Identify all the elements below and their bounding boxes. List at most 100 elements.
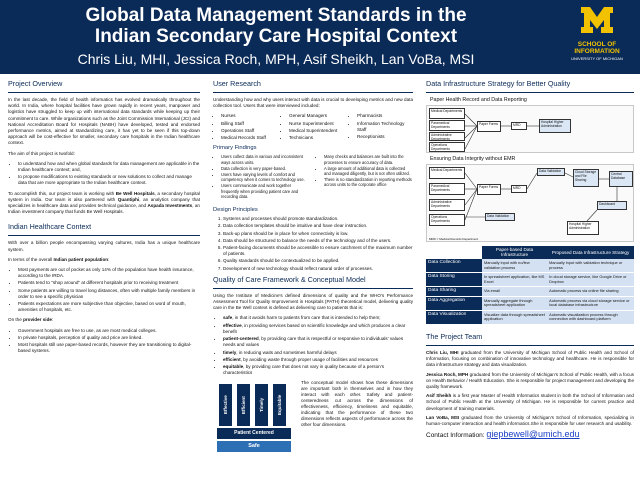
research-heading: User Research: [213, 79, 261, 88]
pillar-efficient: Efficient: [237, 384, 250, 427]
contact-email-link[interactable]: giepbewell@umich.edu: [486, 429, 580, 440]
list-item: Information Technology Staff: [357, 121, 413, 133]
list-item: Data should be structured to balance the…: [223, 238, 413, 244]
quality-heading: Quality of Care Framework & Conceptual M…: [213, 274, 366, 284]
dashboard-box: Dashboard: [597, 201, 627, 211]
patient-centered-bar: Patient Centered: [217, 428, 291, 440]
list-item: Users have varying levels of comfort and…: [221, 172, 310, 182]
team-member: Jessica Roch, MPH graduated from the Uni…: [426, 371, 634, 389]
paper-forms-box: Paper Forms: [477, 184, 501, 196]
paper-record-diagram: Medical Departments Paramedical Departme…: [426, 105, 634, 154]
model-description: The conceptual model shows how these dim…: [301, 380, 413, 428]
medical-departments-box: Medical Departments: [429, 108, 465, 120]
list-item: Operations Staff: [221, 128, 277, 134]
list-item: Many checks and balances are built into …: [324, 154, 413, 164]
logo-university-text: UNIVERSITY OF MICHIGAN: [571, 56, 623, 61]
principles-heading: Design Principles: [213, 207, 258, 214]
contact-label: Contact Information:: [426, 432, 487, 440]
poster-title: Global Data Management Standards in the …: [6, 5, 546, 47]
table-header-row: Paper-based Data Infrastructure Proposed…: [426, 246, 634, 260]
infrastructure-comparison-table: Paper-based Data Infrastructure Proposed…: [426, 246, 634, 325]
contact-info: Contact Information: giepbewell@umich.ed…: [426, 429, 634, 440]
list-item: Patients tend to "shop around" at differ…: [18, 280, 200, 286]
findings-heading: Primary Findings: [213, 145, 257, 152]
paramedical-departments-box: Paramedical Departments: [429, 183, 465, 196]
list-item: Pharmacists: [357, 113, 413, 119]
title-line-1: Global Data Management Standards in the: [85, 5, 467, 26]
list-item: to propose modifications to existing sta…: [18, 174, 200, 186]
table-row: Data Storing In spreadsheet application, …: [426, 272, 634, 288]
list-item: A large amount of additional data is col…: [324, 166, 413, 176]
list-item: In private hospitals, perception of qual…: [18, 335, 200, 341]
list-item: Government hospitals are free to use, as…: [18, 328, 200, 334]
table-header-cell: Paper-based Data Infrastructure: [482, 246, 548, 260]
table-header-cell: Proposed Data Infrastructure Strategy: [547, 246, 634, 260]
poster-header: Global Data Management Standards in the …: [0, 0, 640, 74]
infra-heading: Data Infrastructure Strategy for Better …: [426, 79, 571, 88]
list-item: Users collect data in various and incons…: [221, 154, 310, 164]
central-database-box: Central Database: [609, 171, 633, 188]
team-member: Asif Sheikh is a first year Master of He…: [426, 393, 634, 411]
overview-paragraph: In the last decade, the field of health …: [8, 97, 200, 146]
overview-heading: Project Overview: [8, 79, 63, 88]
list-item: timely, in reducing waits and sometimes …: [223, 350, 413, 356]
diagram2-label: Ensuring Data Integrity without EMR: [430, 156, 516, 163]
list-item: Billing Staff: [221, 121, 277, 127]
data-validation-box-2: Data Validation: [485, 213, 515, 222]
university-logo: SCHOOL OF INFORMATION UNIVERSITY OF MICH…: [560, 6, 634, 68]
patient-population-intro: In terms of the overall Indian patient p…: [8, 256, 110, 262]
operations-departments-box: Operations Departments: [429, 142, 465, 153]
hospital-admin-box: Hospital Higher Administration: [567, 221, 599, 236]
list-item: Nurse Superintendent: [289, 121, 345, 127]
provider-intro: On the provider side:: [8, 317, 54, 323]
context-heading: Indian Healthcare Context: [8, 222, 92, 232]
diagram1-label: Paper Health Record and Data Reporting: [430, 97, 527, 103]
admin-departments-box: Administrative Departments: [429, 199, 465, 212]
list-item: General Managers: [289, 113, 345, 119]
users-list: Nurses Billing Staff Operations Staff Me…: [213, 113, 413, 142]
mrd-note: MRD = Medical Records Department: [429, 237, 479, 242]
list-item: Data collection templates should be intu…: [223, 223, 413, 229]
list-item: Patients expectations are more subjectiv…: [18, 301, 200, 313]
admin-departments-box: Administrative Departments: [429, 132, 465, 142]
pillar-timely: Timely: [255, 384, 268, 427]
operations-departments-box: Operations Departments: [429, 214, 465, 227]
partners-paragraph: To accomplish this, our project team is …: [8, 190, 201, 215]
list-item: Development of new technology should ref…: [223, 266, 413, 272]
conceptual-model: Effective Efficient Timely Equitable Pat…: [213, 380, 413, 464]
title-line-2: Indian Secondary Care Hospital Context: [94, 26, 458, 47]
list-item: Most hospitals still use paper-based rec…: [18, 342, 200, 354]
pillar-equitable: Equitable: [273, 384, 286, 427]
list-item: Technicians: [289, 135, 345, 141]
list-item: Users communicate and work together freq…: [221, 183, 310, 199]
data-validation-box: Data Validation: [537, 168, 565, 177]
aim-intro: The aim of this project is twofold:: [8, 150, 75, 156]
list-item: efficient, by avoiding waste through pro…: [223, 357, 413, 363]
list-item: Most payments are out of pocket as only …: [18, 267, 200, 279]
team-member: Lan VoBa, MSI graduated from the Univers…: [426, 414, 634, 426]
quality-intro: Using the Institute of Medicine's define…: [213, 292, 413, 311]
list-item: Quality standards should be contextualiz…: [223, 258, 413, 264]
aims-list: to understand how and when global standa…: [18, 161, 200, 187]
list-item: Receptionists: [357, 134, 413, 140]
list-item: Patient-facing documents should be acces…: [223, 245, 413, 257]
table-row: Data Visualization Visualize data through…: [426, 310, 634, 325]
mrd-box: MRD: [511, 122, 527, 131]
list-item: equitable, by providing care that does n…: [223, 364, 413, 376]
context-intro: With over a billion people encompassing …: [8, 240, 200, 252]
patient-list: Most payments are out of pocket as only …: [18, 267, 200, 313]
list-item: Medical Records Staff: [221, 135, 277, 141]
list-item: Back-up plans should be in place for whe…: [223, 231, 413, 237]
list-item: safe, in that it avoids harm to patients…: [223, 315, 413, 321]
medical-departments-box: Medical Departments: [429, 167, 465, 180]
list-item: patient-centered, by providing care that…: [223, 336, 413, 348]
quality-pillars-diagram: Effective Efficient Timely Equitable Pat…: [213, 380, 297, 464]
list-item: Data collection is very paper-based.: [221, 166, 310, 171]
table-row: Data Sharing Via email Automatic process v…: [426, 286, 634, 297]
cloud-storage-box: Cloud Storage and File Sharing: [573, 169, 599, 188]
mrd-box: MRD: [511, 185, 527, 194]
column-left: Project Overview In the last decade, the…: [8, 80, 200, 359]
list-item: Systems and processes should promote sta…: [223, 216, 413, 222]
list-item: effective, in providing services based o…: [223, 323, 413, 335]
safe-bar: Safe: [217, 441, 291, 453]
